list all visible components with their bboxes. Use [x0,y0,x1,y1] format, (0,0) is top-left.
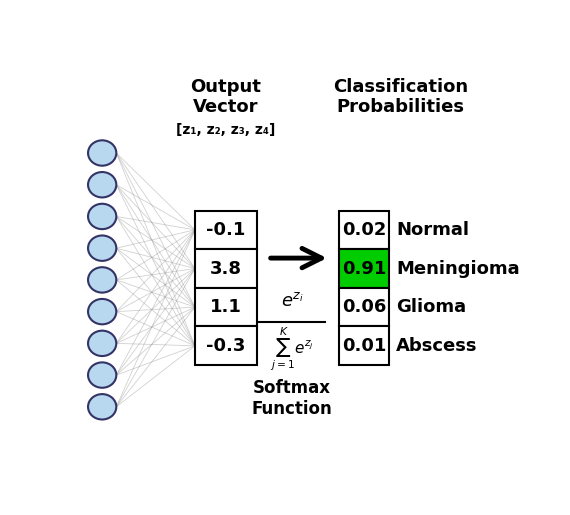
Text: $e^{z_i}$: $e^{z_i}$ [280,291,304,310]
Text: Abscess: Abscess [396,337,478,355]
Circle shape [88,172,116,197]
Text: Glioma: Glioma [396,298,466,316]
Text: 3.8: 3.8 [210,260,242,278]
Text: 0.02: 0.02 [342,221,386,239]
Text: [z₁, z₂, z₃, z₄]: [z₁, z₂, z₃, z₄] [176,123,275,138]
Text: 0.06: 0.06 [342,298,386,316]
Circle shape [88,394,116,420]
Bar [195,288,257,327]
Bar [339,288,389,327]
Circle shape [88,363,116,388]
Text: Softmax
Function: Softmax Function [252,379,332,418]
Bar [339,211,389,249]
Circle shape [88,204,116,229]
Text: Normal: Normal [396,221,469,239]
Circle shape [88,267,116,293]
Circle shape [88,299,116,324]
Bar [195,327,257,365]
Text: 0.91: 0.91 [342,260,386,278]
Bar [339,327,389,365]
Text: -0.3: -0.3 [206,337,246,355]
Text: -0.1: -0.1 [206,221,246,239]
Text: 1.1: 1.1 [210,298,242,316]
Circle shape [88,140,116,166]
Circle shape [88,331,116,356]
Text: Meningioma: Meningioma [396,260,520,278]
Bar [339,249,389,288]
Text: Classification
Probabilities: Classification Probabilities [333,78,468,116]
Text: 0.01: 0.01 [342,337,386,355]
Bar [195,249,257,288]
Text: $\sum_{j=1}^{K} e^{z_j}$: $\sum_{j=1}^{K} e^{z_j}$ [270,325,314,373]
Circle shape [88,235,116,261]
Bar [195,211,257,249]
Text: Output
Vector: Output Vector [190,78,261,116]
